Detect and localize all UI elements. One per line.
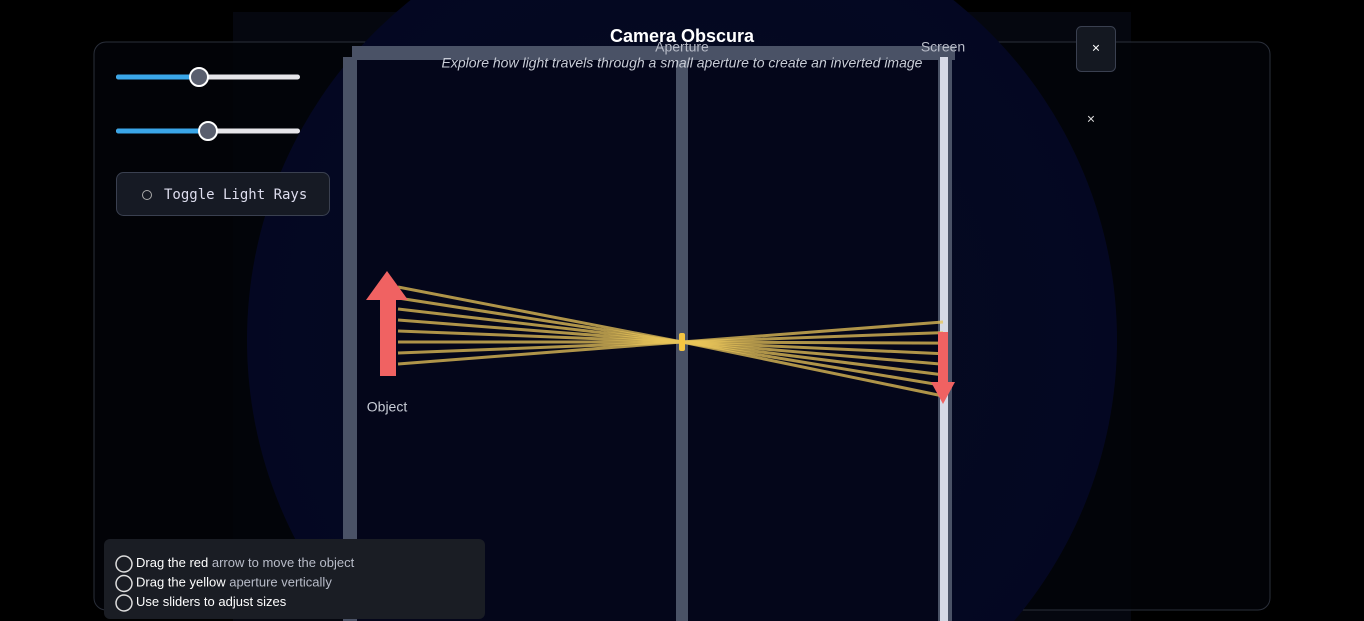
instruction-strong: Drag the red bbox=[136, 555, 208, 570]
close-icon: × bbox=[1092, 40, 1100, 56]
close-button[interactable]: × bbox=[1076, 26, 1116, 72]
image-arrow bbox=[931, 332, 955, 404]
instructions-box bbox=[104, 539, 485, 619]
object-arrow[interactable] bbox=[366, 271, 408, 376]
instruction-rest: arrow to move the object bbox=[208, 555, 354, 570]
instruction-text: Drag the yellow aperture vertically bbox=[136, 575, 332, 590]
aperture-hole[interactable] bbox=[679, 333, 685, 351]
instruction-text: Use sliders to adjust sizes bbox=[136, 594, 287, 609]
instruction-strong: Use sliders to adjust sizes bbox=[136, 594, 287, 609]
slider[interactable] bbox=[116, 121, 300, 141]
camera-top bbox=[352, 46, 955, 60]
toggle-button[interactable]: Toggle Light Rays bbox=[116, 172, 330, 216]
camera-left-wall bbox=[343, 57, 357, 621]
title: Camera Obscura bbox=[610, 26, 755, 46]
instruction-text: Drag the red arrow to move the object bbox=[136, 555, 355, 570]
panel-close[interactable]: × bbox=[1087, 111, 1095, 127]
subtitle: Explore how light travels through a smal… bbox=[442, 55, 923, 71]
instruction-bullet bbox=[115, 594, 133, 612]
slider[interactable] bbox=[116, 67, 300, 87]
aperture-label: Aperture bbox=[655, 39, 709, 55]
instructions: Drag the red arrow to move the objectDra… bbox=[115, 555, 355, 612]
instruction-bullet bbox=[115, 574, 133, 593]
instruction-strong: Drag the yellow bbox=[136, 575, 226, 590]
toggle-label: Toggle Light Rays bbox=[164, 187, 307, 203]
instruction-rest: aperture vertically bbox=[226, 575, 333, 590]
object-label: Object bbox=[367, 399, 408, 415]
instruction-bullet bbox=[115, 555, 133, 573]
screen-label: Screen bbox=[921, 39, 965, 55]
